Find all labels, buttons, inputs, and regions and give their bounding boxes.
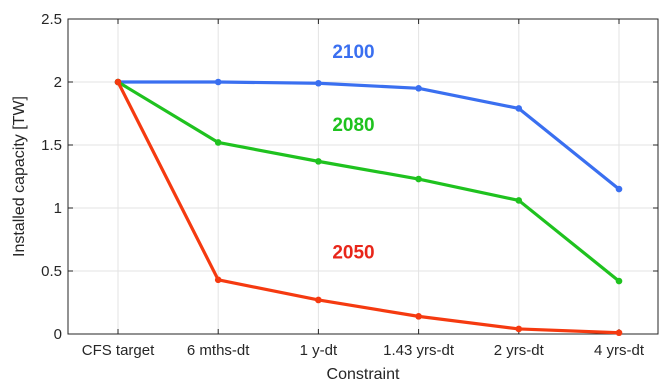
annotation-2080: 2080 bbox=[332, 115, 374, 136]
y-tick-label: 2.5 bbox=[41, 11, 62, 28]
data-point-2050 bbox=[415, 313, 422, 320]
data-point-2050 bbox=[515, 325, 523, 333]
series-annotations: 2100 2080 2050 bbox=[332, 42, 374, 263]
x-axis-label: Constraint bbox=[327, 366, 400, 383]
data-point-2100 bbox=[615, 185, 623, 193]
data-point-2080 bbox=[315, 158, 322, 165]
x-tick-label: 2 yrs-dt bbox=[494, 342, 545, 359]
x-tick-label: CFS target bbox=[82, 342, 155, 359]
plot-frame bbox=[67, 18, 659, 335]
annotation-2100: 2100 bbox=[332, 42, 374, 63]
x-tick-label: 4 yrs-dt bbox=[594, 342, 645, 359]
series-2100 bbox=[114, 78, 623, 193]
y-tick-label: 1.5 bbox=[41, 137, 62, 154]
data-point-2080 bbox=[615, 277, 623, 285]
data-point-2080 bbox=[214, 139, 222, 146]
data-point-2050 bbox=[214, 276, 222, 284]
data-point-2050 bbox=[615, 329, 623, 337]
y-tick-label: 0.5 bbox=[41, 263, 62, 280]
series-line-2100 bbox=[116, 80, 621, 191]
grid-lines bbox=[68, 18, 658, 335]
data-point-2100 bbox=[214, 78, 222, 86]
y-axis-label: Installed capacity [TW] bbox=[11, 96, 28, 257]
annotation-2050: 2050 bbox=[332, 242, 374, 263]
y-tick-label: 2 bbox=[54, 74, 62, 91]
x-tick-label: 1.43 yrs-dt bbox=[383, 342, 455, 359]
x-tick-label: 1 y-dt bbox=[300, 342, 338, 359]
series-2050 bbox=[114, 78, 623, 337]
series-line-2050 bbox=[116, 80, 621, 335]
data-point-2100 bbox=[315, 79, 322, 87]
data-point-2050 bbox=[114, 78, 122, 86]
y-tick-label: 1 bbox=[54, 200, 62, 217]
data-point-2080 bbox=[515, 197, 523, 204]
x-tick-label: 6 mths-dt bbox=[187, 342, 250, 359]
y-tick-label: 0 bbox=[54, 326, 62, 343]
data-point-2100 bbox=[515, 105, 523, 112]
data-point-2080 bbox=[415, 175, 422, 183]
series-line-2080 bbox=[116, 80, 621, 283]
y-axis-ticks: 0 0.5 1 1.5 2 2.5 bbox=[41, 11, 658, 343]
series-layer bbox=[114, 78, 623, 337]
data-point-2050 bbox=[315, 296, 322, 304]
data-point-2100 bbox=[415, 85, 422, 92]
x-axis-ticks: CFS target 6 mths-dt 1 y-dt 1.43 yrs-dt 2 yr… bbox=[82, 19, 645, 359]
